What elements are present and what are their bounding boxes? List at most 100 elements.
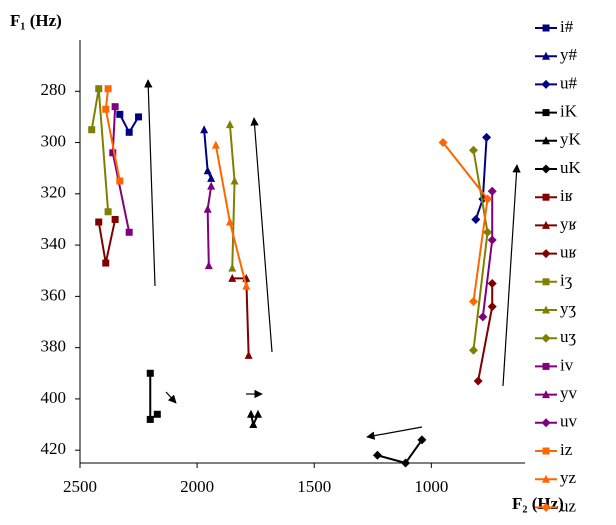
y-tick-label: 300 bbox=[41, 131, 67, 150]
series-line bbox=[214, 144, 248, 287]
legend-marker bbox=[541, 333, 551, 343]
legend-label: yʁ bbox=[560, 214, 578, 233]
data-point bbox=[102, 105, 110, 113]
data-point bbox=[211, 140, 220, 149]
series-line bbox=[228, 124, 236, 269]
data-point bbox=[249, 420, 258, 429]
x-tick-label: 1500 bbox=[297, 477, 331, 496]
series-line bbox=[442, 141, 489, 302]
data-point bbox=[102, 259, 110, 267]
arrow bbox=[144, 79, 156, 287]
legend-label: iz bbox=[560, 440, 573, 459]
data-point bbox=[95, 85, 103, 93]
legend-marker bbox=[542, 109, 550, 117]
data-point bbox=[203, 204, 212, 213]
data-point bbox=[95, 218, 103, 226]
legend-marker bbox=[542, 447, 550, 455]
data-point bbox=[146, 415, 154, 423]
legend-label: i# bbox=[560, 17, 574, 36]
y-axis-title: F₁ (Hz) bbox=[10, 11, 62, 30]
data-point bbox=[225, 217, 234, 226]
data-point bbox=[482, 132, 492, 142]
legend-marker bbox=[541, 502, 551, 512]
data-point bbox=[417, 435, 427, 445]
data-point bbox=[478, 312, 488, 322]
data-point bbox=[153, 410, 161, 418]
y-tick-label: 340 bbox=[41, 234, 67, 253]
legend-marker bbox=[542, 136, 550, 145]
data-point bbox=[487, 279, 497, 289]
legend-marker bbox=[542, 390, 550, 399]
data-point bbox=[438, 138, 448, 148]
legend-marker bbox=[542, 474, 550, 483]
data-point bbox=[111, 215, 119, 223]
legend-label: y# bbox=[560, 45, 578, 64]
legend-label: uv bbox=[560, 412, 578, 431]
data-point bbox=[109, 149, 117, 157]
legend-marker bbox=[541, 418, 551, 428]
data-point bbox=[228, 263, 237, 272]
legend-marker bbox=[542, 362, 550, 370]
data-point bbox=[116, 177, 124, 185]
legend-label: u# bbox=[560, 73, 578, 92]
x-tick-label: 2500 bbox=[63, 477, 97, 496]
data-point bbox=[372, 450, 382, 460]
legend-label: uz bbox=[560, 496, 577, 515]
x-tick-label: 2000 bbox=[180, 477, 214, 496]
legend-label: uʁ bbox=[560, 243, 578, 262]
data-point bbox=[242, 281, 251, 290]
legend-label: yv bbox=[560, 384, 578, 403]
legend-marker bbox=[542, 305, 550, 314]
series-line bbox=[377, 439, 423, 465]
series-line bbox=[97, 219, 117, 264]
data-point bbox=[401, 458, 411, 468]
y-tick-label: 360 bbox=[41, 285, 67, 304]
data-point bbox=[207, 181, 216, 190]
data-point bbox=[146, 369, 154, 377]
data-point bbox=[246, 409, 255, 418]
legend-marker bbox=[541, 249, 551, 259]
data-point bbox=[111, 103, 119, 111]
y-tick-label: 380 bbox=[41, 337, 67, 356]
y-tick-label: 400 bbox=[41, 388, 67, 407]
legend-label: uʒ bbox=[560, 327, 577, 346]
legend-label: yʒ bbox=[560, 299, 577, 318]
data-point bbox=[487, 235, 497, 245]
data-point bbox=[104, 208, 112, 216]
annotation-arrows bbox=[144, 79, 521, 440]
data-point bbox=[225, 120, 234, 129]
data-point bbox=[135, 113, 143, 121]
legend-marker bbox=[542, 278, 550, 286]
data-point bbox=[254, 409, 262, 418]
data-point bbox=[483, 194, 493, 204]
arrow bbox=[165, 391, 177, 404]
legend-label: iK bbox=[560, 102, 578, 121]
legend-marker bbox=[542, 220, 550, 229]
data-point bbox=[468, 296, 478, 306]
arrow bbox=[250, 117, 273, 353]
legend-label: iʁ bbox=[560, 186, 574, 205]
y-tick-label: 420 bbox=[41, 439, 67, 458]
data-point bbox=[230, 176, 239, 185]
legend-label: yz bbox=[560, 468, 577, 487]
data-point bbox=[200, 125, 209, 134]
data-point bbox=[203, 166, 212, 175]
data-point bbox=[487, 186, 497, 196]
legend-marker bbox=[542, 51, 550, 60]
x-tick-label: 1000 bbox=[414, 477, 448, 496]
data-point bbox=[88, 126, 96, 134]
legend-marker bbox=[542, 193, 550, 201]
arrow bbox=[366, 426, 423, 440]
data-point bbox=[468, 345, 478, 355]
data-point bbox=[204, 261, 213, 270]
data-point bbox=[473, 376, 483, 386]
data-point bbox=[125, 128, 133, 136]
series-line bbox=[206, 185, 213, 266]
data-point bbox=[228, 273, 237, 282]
series-line bbox=[232, 277, 250, 356]
legend-marker bbox=[541, 79, 551, 89]
legend-marker bbox=[541, 164, 551, 174]
data-point bbox=[125, 228, 133, 236]
data-point bbox=[468, 145, 478, 155]
